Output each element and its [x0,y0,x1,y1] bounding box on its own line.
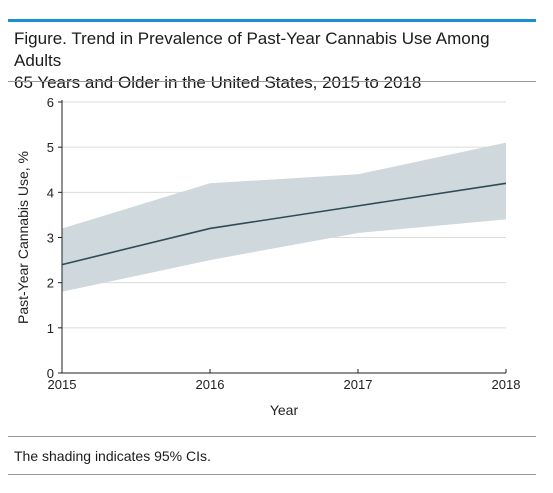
y-tick-label: 1 [47,321,54,336]
y-tick-label: 3 [47,231,54,246]
title-line-1: Figure. Trend in Prevalence of Past-Year… [14,29,490,70]
accent-rule [8,19,536,22]
axes: 0 1 2 3 4 5 6 2015 2016 2017 2018 [47,95,521,392]
series-line-layer [61,182,507,266]
series-line [61,182,507,266]
y-tick-label: 0 [47,366,54,381]
x-tick-label: 2016 [196,377,225,392]
x-tick-label: 2015 [48,377,77,392]
footnote-divider-top [8,436,536,437]
y-axis-label: Past-Year Cannabis Use, % [15,151,31,324]
y-tick-label: 5 [47,140,54,155]
x-tick-label: 2018 [492,377,521,392]
y-tick-label: 4 [47,185,54,200]
title-line-2: 65 Years and Older in the United States,… [14,73,422,92]
footnote: The shading indicates 95% CIs. [14,448,211,464]
title-divider [8,81,536,82]
chart-area: 0 1 2 3 4 5 6 2015 2016 2017 2018 Past-Year Cannab… [0,82,553,432]
footnote-divider-bottom [8,474,536,475]
line-chart: 0 1 2 3 4 5 6 2015 2016 2017 2018 Past-Year Cannab… [15,95,521,418]
x-tick-label: 2017 [344,377,373,392]
x-axis-label: Year [270,402,299,418]
y-tick-label: 2 [47,276,54,291]
figure-title: Figure. Trend in Prevalence of Past-Year… [14,28,534,94]
y-tick-label: 6 [47,95,54,110]
